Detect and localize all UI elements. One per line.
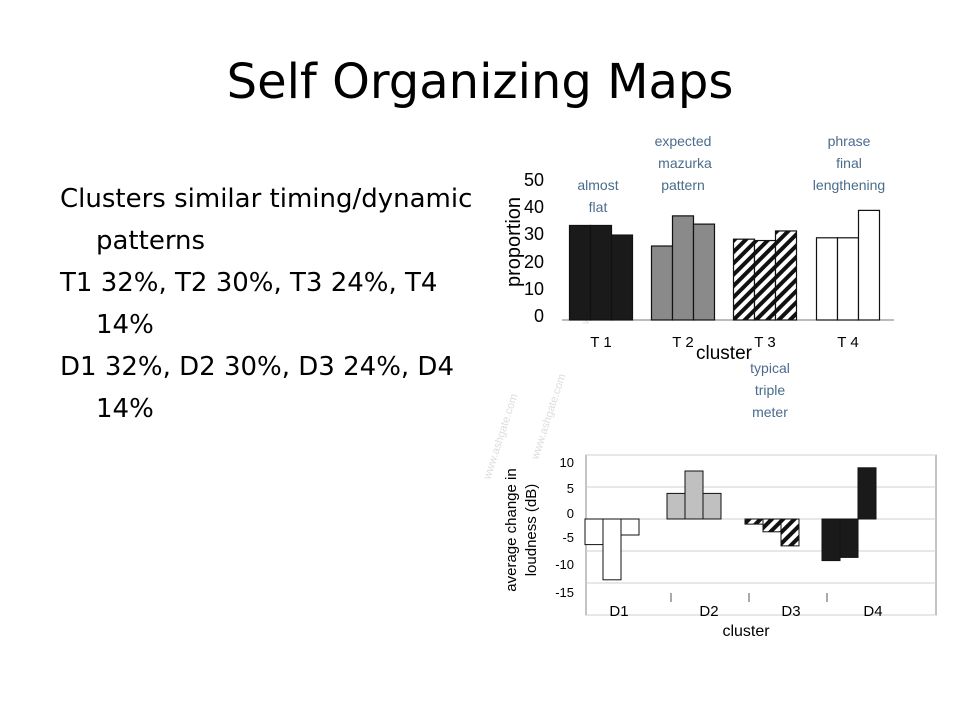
x-tick-label: T 4 [837,334,858,351]
bar [732,238,756,321]
annotation-line: mazurka [658,155,712,171]
bar [753,239,777,321]
bar [692,223,716,321]
annotation-line: almost [577,177,618,193]
bullet-item: Clusters similar timing/dynamic patterns [60,184,473,256]
bar [839,518,859,558]
annotation-line: meter [752,404,788,420]
y-tick-label: 30 [524,224,544,244]
annotation-almost-flat: almost flat [577,177,618,215]
annotation-line: pattern [661,177,705,193]
y-tick-label: -5 [562,530,574,545]
chart-bottom: -15 -10 -5 0 5 10 average change in loud… [503,454,937,640]
annotation-line: flat [589,199,608,215]
y-tick-label: 10 [560,455,574,470]
bar [568,224,592,321]
y-axis-title-line: loudness (dB) [523,484,540,577]
bar [671,215,695,321]
chart-figure: www.ashgate.com www.ashgate.com www.ashg… [478,120,960,660]
y-tick-label: 5 [567,481,574,496]
bullet-item: T1 32%, T2 30%, T3 24%, T4 14% [60,268,438,340]
annotation-expected-mazurka: expected mazurka pattern [655,133,712,193]
x-axis-title: cluster [696,343,753,364]
x-tick-label: D2 [699,603,718,620]
bar [610,234,634,321]
y-tick-label: 10 [524,279,544,299]
x-tick-label: D4 [863,603,882,620]
x-tick-label: T 3 [754,334,775,351]
bar [815,237,839,321]
bar [744,518,764,525]
watermark-text: www.ashgate.com [529,372,568,462]
bar [602,518,622,581]
bar [589,224,613,321]
bar [666,492,686,520]
x-tick-labels: D1 D2 D3 D4 [609,603,882,620]
y-tick-label: -10 [555,557,574,572]
bar [821,518,841,562]
y-axis-title-line: average change in [503,468,520,591]
bar [650,245,674,321]
x-category-separators [670,593,828,602]
x-tick-labels: T 1 T 2 T 3 T 4 [590,334,858,351]
bars-top [568,209,881,321]
x-axis-title: cluster [722,623,770,640]
y-tick-label: 0 [567,506,574,521]
bar [857,209,881,321]
x-tick-label: D1 [609,603,628,620]
x-tick-label: T 2 [672,334,693,351]
annotation-line: final [836,155,862,171]
annotation-phrase-final: phrase final lengthening [813,133,885,193]
annotation-typical-triple: typical triple meter [750,360,790,420]
chart-top: proportion 0 10 20 30 40 50 T 1 T 2 T 3 … [503,170,894,364]
bar [857,467,877,520]
y-tick-label: 0 [534,306,544,326]
y-tick-label: 20 [524,252,544,272]
y-tick-label: 50 [524,170,544,190]
y-tick-labels: 0 10 20 30 40 50 [524,170,544,326]
annotation-line: phrase [828,133,871,149]
bars-bottom [584,467,877,581]
bar [780,518,800,547]
bar [836,237,860,321]
bar [684,470,704,520]
bar [774,230,798,321]
y-tick-label: -15 [555,585,574,600]
annotation-line: expected [655,133,712,149]
slide-title: Self Organizing Maps [226,54,734,110]
bullet-item: D1 32%, D2 30%, D3 24%, D4 14% [60,352,454,424]
chart-svg: www.ashgate.com www.ashgate.com www.ashg… [481,133,937,640]
bar [762,518,782,533]
bar [702,492,722,520]
bullet-list: Clusters similar timing/dynamic patterns… [60,178,480,430]
annotation-line: lengthening [813,177,885,193]
y-axis-title: proportion [503,197,525,287]
y-tick-labels: -15 -10 -5 0 5 10 [555,455,574,600]
x-tick-label: D3 [781,603,800,620]
y-tick-label: 40 [524,197,544,217]
annotation-line: triple [755,382,786,398]
bar [620,518,640,536]
x-tick-label: T 1 [590,334,611,351]
bar [584,518,604,546]
annotation-line: typical [750,360,790,376]
